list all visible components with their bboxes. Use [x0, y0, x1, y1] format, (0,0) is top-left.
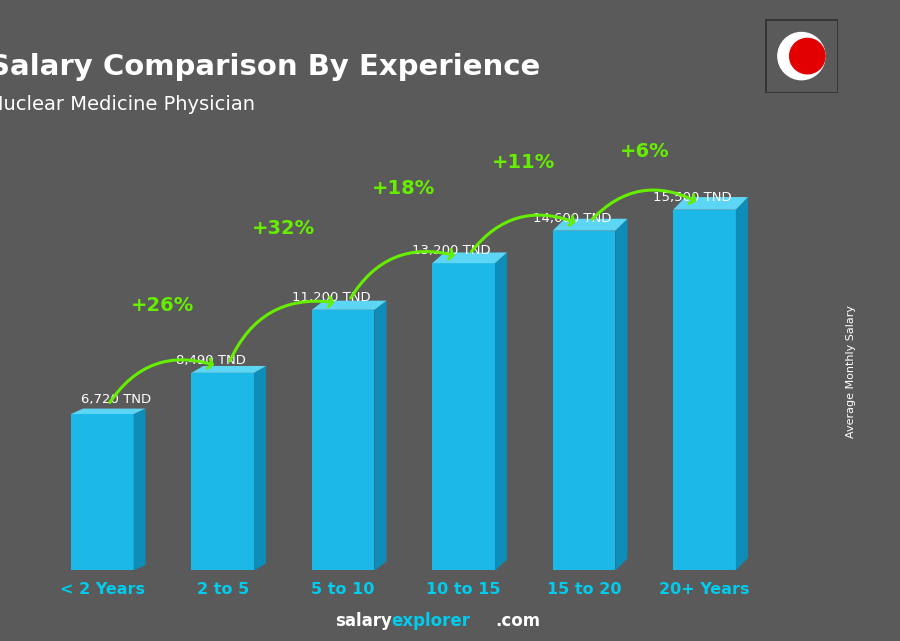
Polygon shape — [616, 219, 627, 570]
Text: +18%: +18% — [372, 179, 435, 198]
Circle shape — [778, 33, 825, 79]
Polygon shape — [71, 408, 146, 414]
Polygon shape — [312, 301, 386, 310]
Polygon shape — [553, 231, 616, 570]
Polygon shape — [432, 263, 495, 570]
Polygon shape — [192, 366, 266, 373]
Polygon shape — [673, 197, 748, 210]
Text: 13,200 TND: 13,200 TND — [412, 244, 490, 258]
Text: +6%: +6% — [619, 142, 669, 161]
Polygon shape — [806, 47, 823, 63]
Circle shape — [789, 38, 825, 74]
Text: salary: salary — [335, 612, 392, 630]
Polygon shape — [192, 373, 254, 570]
Text: 14,600 TND: 14,600 TND — [533, 212, 611, 225]
Text: +11%: +11% — [492, 153, 555, 172]
Text: 8,490 TND: 8,490 TND — [176, 354, 246, 367]
Polygon shape — [312, 310, 374, 570]
Polygon shape — [71, 414, 133, 570]
Polygon shape — [553, 219, 627, 231]
Text: Salary Comparison By Experience: Salary Comparison By Experience — [0, 53, 540, 81]
Text: 11,200 TND: 11,200 TND — [292, 291, 371, 304]
Polygon shape — [495, 253, 507, 570]
Text: explorer: explorer — [392, 612, 471, 630]
Text: 15,500 TND: 15,500 TND — [653, 191, 732, 204]
Text: .com: .com — [495, 612, 540, 630]
Polygon shape — [374, 301, 386, 570]
Text: Nuclear Medicine Physician: Nuclear Medicine Physician — [0, 95, 255, 114]
Text: +26%: +26% — [130, 296, 194, 315]
Polygon shape — [254, 366, 266, 570]
Polygon shape — [432, 253, 507, 263]
Text: 6,720 TND: 6,720 TND — [81, 393, 150, 406]
Polygon shape — [673, 210, 736, 570]
Text: Average Monthly Salary: Average Monthly Salary — [845, 305, 856, 438]
Polygon shape — [133, 408, 146, 570]
Text: +32%: +32% — [251, 219, 314, 238]
Polygon shape — [736, 197, 748, 570]
